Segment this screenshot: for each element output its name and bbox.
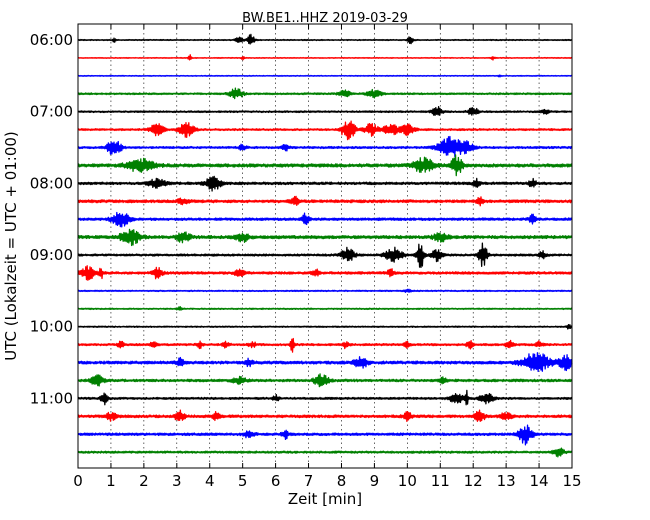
seismic-trace-0600: [77, 33, 573, 45]
x-tick-label: 13: [497, 472, 516, 490]
x-tick-label: 11: [431, 472, 450, 490]
y-tick-label: 06:00: [30, 31, 73, 49]
seismic-trace-0900: [77, 242, 573, 268]
y-tick-label: 07:00: [30, 103, 73, 121]
seismic-trace-0745: [77, 154, 573, 177]
seismic-trace-0930: [77, 288, 573, 293]
x-tick-label: 7: [304, 472, 314, 490]
seismic-trace-1045: [77, 373, 573, 388]
seismic-trace-0615: [77, 54, 573, 61]
x-tick-label: 5: [238, 472, 248, 490]
y-axis-ticks: 06:00 07:00 08:00 09:00 10:00 11:00: [30, 31, 572, 407]
seismic-trace-1115: [77, 409, 573, 422]
seismic-trace-0715: [77, 120, 573, 141]
grid-lines: [110, 24, 540, 468]
seismic-trace-0700: [77, 106, 573, 116]
seismic-trace-0830: [77, 211, 573, 228]
x-tick-label: 4: [205, 472, 215, 490]
x-tick-label: 15: [562, 472, 581, 490]
seismic-trace-0730: [77, 135, 573, 158]
y-tick-label: 09:00: [30, 246, 73, 264]
seismic-trace-1030: [77, 352, 573, 372]
y-tick-label: 11:00: [30, 389, 73, 407]
seismic-trace-0845: [77, 228, 573, 247]
seismic-trace-1000: [77, 323, 573, 330]
seismic-trace-0815: [77, 195, 573, 207]
x-tick-label: 6: [271, 472, 281, 490]
x-tick-label: 14: [530, 472, 549, 490]
x-tick-label: 1: [106, 472, 116, 490]
seismic-trace-0945: [77, 306, 573, 311]
x-tick-label: 9: [370, 472, 380, 490]
plot-frame: [77, 23, 573, 469]
y-tick-label: 08:00: [30, 174, 73, 192]
seismic-trace-0645: [77, 87, 573, 100]
x-axis-ticks: 0 1 2 3 4 5 6 7 8 9 10 11 12 13 14 15: [73, 24, 582, 490]
x-tick-label: 12: [464, 472, 483, 490]
trace-lines: [77, 33, 573, 458]
x-axis-label: Zeit [min]: [288, 490, 362, 508]
x-tick-label: 8: [337, 472, 347, 490]
seismic-trace-1145: [77, 447, 573, 458]
y-tick-label: 10:00: [30, 318, 73, 336]
x-tick-label: 0: [73, 472, 83, 490]
chart-title: BW.BE1..HHZ 2019-03-29: [242, 11, 408, 26]
seismic-trace-1015: [77, 337, 573, 353]
seismic-trace-0800: [77, 175, 573, 192]
seismic-trace-0915: [77, 265, 573, 281]
seismic-trace-1100: [77, 389, 573, 406]
plot-area-background: [78, 24, 572, 468]
x-tick-label: 3: [172, 472, 182, 490]
seismic-trace-0630: [77, 74, 573, 78]
x-tick-label: 2: [139, 472, 149, 490]
seismic-trace-1130: [77, 424, 573, 446]
y-axis-label: UTC (Lokalzeit = UTC + 01:00): [2, 131, 20, 361]
x-tick-label: 10: [398, 472, 417, 490]
